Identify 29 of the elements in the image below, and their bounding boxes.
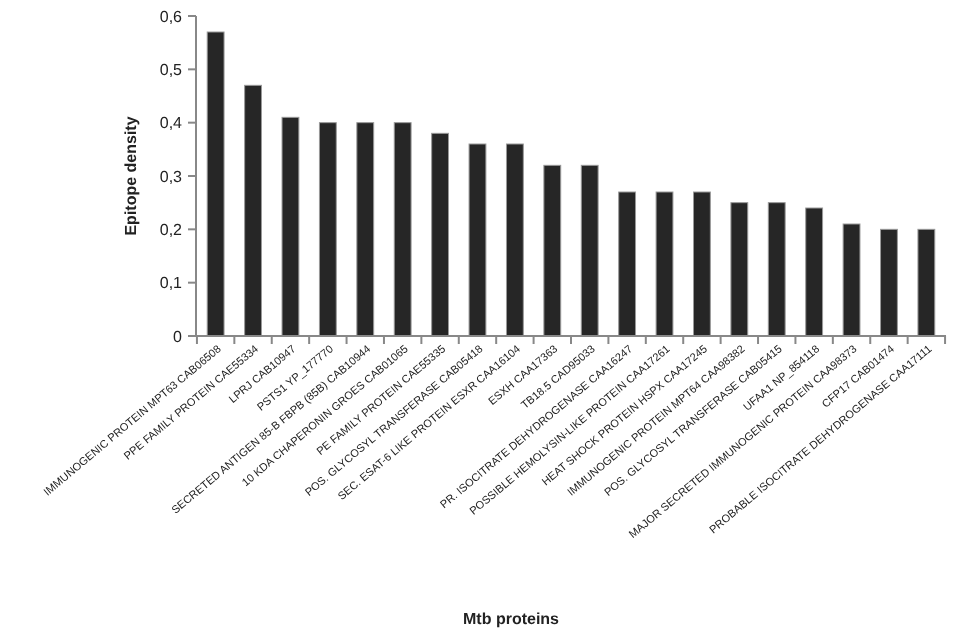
y-tick-label: 0,4 bbox=[159, 114, 184, 133]
y-tick-label: 0 bbox=[173, 327, 184, 346]
bar bbox=[393, 122, 412, 337]
bar bbox=[244, 84, 262, 337]
bar bbox=[618, 191, 637, 337]
bar bbox=[730, 202, 749, 337]
bar bbox=[468, 143, 487, 337]
y-tick-label: 0,3 bbox=[159, 167, 184, 186]
bar bbox=[281, 116, 300, 337]
y-tick-label: 0,6 bbox=[159, 7, 184, 26]
y-tick-label: 0,2 bbox=[159, 220, 184, 239]
bar bbox=[655, 191, 674, 337]
y-tick-label: 0,5 bbox=[159, 60, 184, 79]
bar bbox=[543, 164, 562, 337]
bar bbox=[356, 122, 375, 337]
bar bbox=[917, 228, 936, 337]
bar bbox=[318, 122, 337, 337]
bar bbox=[580, 164, 599, 337]
bar bbox=[431, 132, 449, 337]
y-tick-label: 0,1 bbox=[159, 274, 184, 293]
bar bbox=[842, 223, 861, 337]
bar bbox=[880, 228, 898, 337]
bar bbox=[505, 143, 524, 337]
x-axis-title: Mtb proteins bbox=[463, 610, 561, 628]
bar bbox=[206, 31, 225, 337]
bar bbox=[805, 207, 824, 337]
y-axis-title: Epitope density bbox=[122, 115, 140, 236]
bar bbox=[693, 191, 711, 337]
bar bbox=[767, 202, 786, 337]
